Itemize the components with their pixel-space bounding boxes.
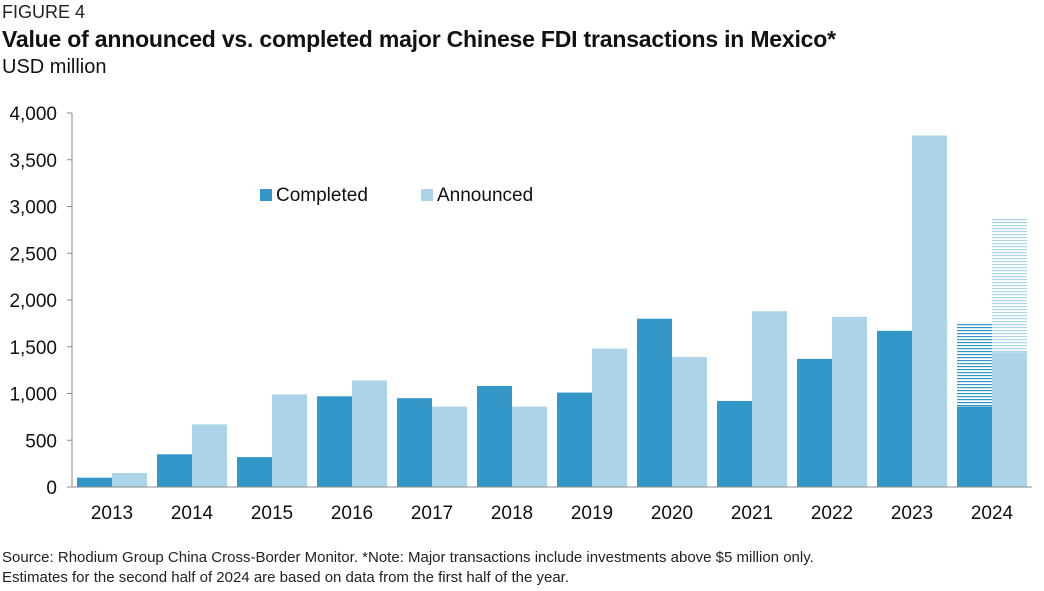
- x-tick-label: 2020: [651, 503, 693, 524]
- x-tick-label: 2024: [971, 503, 1014, 524]
- x-tick-label: 2019: [571, 503, 613, 524]
- bar-completed-2020: [637, 318, 672, 487]
- y-tick-label: 3,000: [9, 198, 57, 219]
- bar-completed-2016: [317, 396, 352, 487]
- bar-completed-2023: [877, 330, 912, 487]
- source-line-1: Source: Rhodium Group China Cross-Border…: [2, 549, 814, 566]
- bar-completed-2022: [797, 358, 832, 487]
- legend-label-announced: Announced: [437, 185, 533, 206]
- bar-announced-2014: [192, 424, 227, 487]
- legend-label-completed: Completed: [276, 185, 368, 206]
- bar-announced-2023: [912, 135, 947, 487]
- bar-announced-2024: [992, 352, 1027, 487]
- bar-announced-2021: [752, 311, 787, 487]
- bar-completed-2017: [397, 398, 432, 487]
- chart-title: Value of announced vs. completed major C…: [2, 26, 836, 52]
- legend: Completed Announced: [260, 185, 533, 206]
- bar-announced-2018: [512, 406, 547, 487]
- bar-completed-2024: [957, 406, 992, 487]
- bar-announced-2015: [272, 394, 307, 487]
- bar-announced-2020: [672, 357, 707, 487]
- bar-estimate-announced-2024: [992, 217, 1027, 353]
- figure-label: FIGURE 4: [2, 2, 86, 22]
- y-tick-label: 2,500: [9, 244, 57, 265]
- bars: [77, 135, 1027, 487]
- bar-completed-2013: [77, 477, 112, 487]
- bar-completed-2018: [477, 386, 512, 487]
- bar-announced-2016: [352, 380, 387, 487]
- y-tick-label: 3,500: [9, 151, 57, 172]
- x-tick-label: 2016: [331, 503, 373, 524]
- source-note: Source: Rhodium Group China Cross-Border…: [2, 548, 814, 588]
- y-tick-label: 500: [25, 431, 57, 452]
- legend-swatch-announced: [421, 189, 433, 201]
- y-tick-label: 1,500: [9, 338, 57, 359]
- bar-completed-2014: [157, 454, 192, 487]
- y-tick-label: 2,000: [9, 291, 57, 312]
- bar-completed-2015: [237, 457, 272, 487]
- x-tick-label: 2017: [411, 503, 453, 524]
- x-tick-label: 2015: [251, 503, 293, 524]
- bar-announced-2017: [432, 406, 467, 487]
- bar-announced-2022: [832, 316, 867, 487]
- x-tick-label: 2022: [811, 503, 853, 524]
- bar-announced-2013: [112, 472, 147, 487]
- source-line-2: Estimates for the second half of 2024 ar…: [2, 569, 569, 586]
- y-tick-label: 1,000: [9, 385, 57, 406]
- bar-announced-2019: [592, 348, 627, 487]
- legend-swatch-completed: [260, 189, 272, 201]
- x-tick-label: 2014: [171, 503, 214, 524]
- x-tick-label: 2013: [91, 503, 133, 524]
- x-axis: 2013 2014 2015 2016 2017 2018 2019 2020 2021 2022…: [72, 486, 1032, 524]
- y-tick-label: 0: [46, 478, 57, 499]
- y-tick-label: 4,000: [9, 104, 57, 125]
- x-tick-label: 2018: [491, 503, 533, 524]
- x-tick-label: 2021: [731, 503, 773, 524]
- x-tick-label: 2023: [891, 503, 933, 524]
- chart-subtitle: USD million: [2, 56, 107, 78]
- bar-completed-2021: [717, 400, 752, 487]
- bar-estimate-completed-2024: [957, 322, 992, 407]
- y-axis: 0 500 1,000 1,500 2,000 2,500 3,000 3,500 4,000: [9, 104, 73, 499]
- bar-completed-2019: [557, 392, 592, 487]
